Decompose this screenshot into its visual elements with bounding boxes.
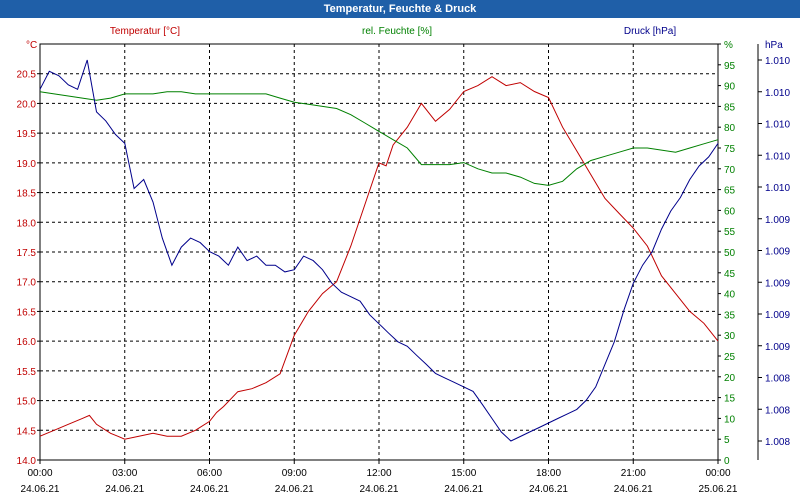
series-layer xyxy=(39,59,719,442)
humidity-tick-label: % xyxy=(724,40,733,51)
temperature-tick-label: 18.0 xyxy=(17,218,37,229)
temperature-tick-label: 20.0 xyxy=(17,99,37,110)
temperature-tick-label: 14.0 xyxy=(17,456,37,467)
pressure-tick-label: 1.009 xyxy=(765,342,790,353)
time-tick-label: 09:00 xyxy=(282,468,307,479)
date-tick-label: 24.06.21 xyxy=(190,484,229,495)
pressure-unit: hPa xyxy=(765,40,783,51)
pressure-tick-label: 1.008 xyxy=(765,405,790,416)
humidity-tick-label: 35 xyxy=(724,310,736,321)
temperature-tick-label: 17.0 xyxy=(17,278,37,289)
temperature-tick-label: 17.5 xyxy=(17,248,37,259)
temperature-tick-label: 14.5 xyxy=(17,426,37,437)
time-tick-label: 00:00 xyxy=(27,468,52,479)
humidity-tick-label: 45 xyxy=(724,269,736,280)
temperature-tick-label: 19.0 xyxy=(17,159,37,170)
date-tick-label: 25.06.21 xyxy=(699,484,738,495)
time-tick-label: 12:00 xyxy=(366,468,391,479)
pressure-tick-label: 1.010 xyxy=(765,56,790,67)
pressure-tick-label: 1.008 xyxy=(765,437,790,448)
pressure-tick-label: 1.010 xyxy=(765,183,790,194)
temperature-tick-label: 19.5 xyxy=(17,129,37,140)
date-tick-label: 24.06.21 xyxy=(275,484,314,495)
pressure-axis: 1.010 1.010 1.010 1.010 1.010 1.009 1.009 1.009… xyxy=(757,44,790,460)
humidity-tick-label: 70 xyxy=(724,165,736,176)
humidity-tick-label: 65 xyxy=(724,186,736,197)
time-axis: 00:00 24.06.21 03:00 24.06.21 06:00 24.06.21 0… xyxy=(21,460,738,495)
temperature-tick-label: 15.5 xyxy=(17,367,37,378)
temperature-series-line xyxy=(39,76,719,440)
time-tick-label: 06:00 xyxy=(197,468,222,479)
temperature-tick-label: 20.5 xyxy=(17,70,37,81)
date-tick-label: 24.06.21 xyxy=(360,484,399,495)
time-tick-label: 00:00 xyxy=(705,468,730,479)
humidity-tick-label: 85 xyxy=(724,102,736,113)
humidity-tick-label: 50 xyxy=(724,248,736,259)
temperature-tick-label: 15.0 xyxy=(17,397,37,408)
time-tick-label: 15:00 xyxy=(451,468,476,479)
humidity-tick-label: 30 xyxy=(724,331,736,342)
pressure-tick-label: 1.009 xyxy=(765,310,790,321)
pressure-tick-label: 1.010 xyxy=(765,88,790,99)
humidity-tick-label: 15 xyxy=(724,394,736,405)
pressure-tick-label: 1.010 xyxy=(765,151,790,162)
pressure-tick-label: 1.008 xyxy=(765,374,790,385)
humidity-tick-label: 75 xyxy=(724,144,736,155)
humidity-tick-label: 80 xyxy=(724,123,736,134)
humidity-tick-label: 10 xyxy=(724,414,736,425)
humidity-tick-label: 60 xyxy=(724,206,736,217)
temperature-axis-label: Temperatur [°C] xyxy=(110,26,180,37)
humidity-tick-label: 90 xyxy=(724,82,736,93)
humidity-axis-label: rel. Feuchte [%] xyxy=(362,26,432,37)
date-tick-label: 24.06.21 xyxy=(444,484,483,495)
temperature-tick-label: 18.5 xyxy=(17,189,37,200)
humidity-tick-label: 5 xyxy=(724,435,730,446)
temperature-axis: 14.0 14.5 15.0 15.5 16.0 16.5 17.0 17.5 18.0 18.5… xyxy=(17,70,40,467)
humidity-axis: 0 5 10 15 20 25 30 35 40 45 50 55 60 65 70 75 80 85 90 95% xyxy=(718,40,736,467)
temperature-unit: °C xyxy=(26,40,37,51)
date-tick-label: 24.06.21 xyxy=(21,484,60,495)
time-tick-label: 21:00 xyxy=(621,468,646,479)
time-tick-label: 03:00 xyxy=(112,468,137,479)
pressure-tick-label: 1.009 xyxy=(765,278,790,289)
humidity-tick-label: 95 xyxy=(724,61,736,72)
humidity-series-line xyxy=(39,91,719,186)
pressure-tick-label: 1.010 xyxy=(765,120,790,131)
humidity-tick-label: 20 xyxy=(724,373,736,384)
temperature-tick-label: 16.0 xyxy=(17,337,37,348)
chart-title: Temperatur, Feuchte & Druck xyxy=(0,0,800,18)
humidity-tick-label: 0 xyxy=(724,456,730,467)
humidity-tick-label: 55 xyxy=(724,227,736,238)
humidity-tick-label: 25 xyxy=(724,352,736,363)
humidity-tick-label: 40 xyxy=(724,290,736,301)
pressure-tick-label: 1.009 xyxy=(765,247,790,258)
date-tick-label: 24.06.21 xyxy=(614,484,653,495)
pressure-tick-label: 1.009 xyxy=(765,215,790,226)
time-tick-label: 18:00 xyxy=(536,468,561,479)
pressure-axis-label: Druck [hPa] xyxy=(624,26,676,37)
temperature-tick-label: 16.5 xyxy=(17,307,37,318)
pressure-series-line xyxy=(39,59,719,442)
date-tick-label: 24.06.21 xyxy=(529,484,568,495)
date-tick-label: 24.06.21 xyxy=(105,484,144,495)
